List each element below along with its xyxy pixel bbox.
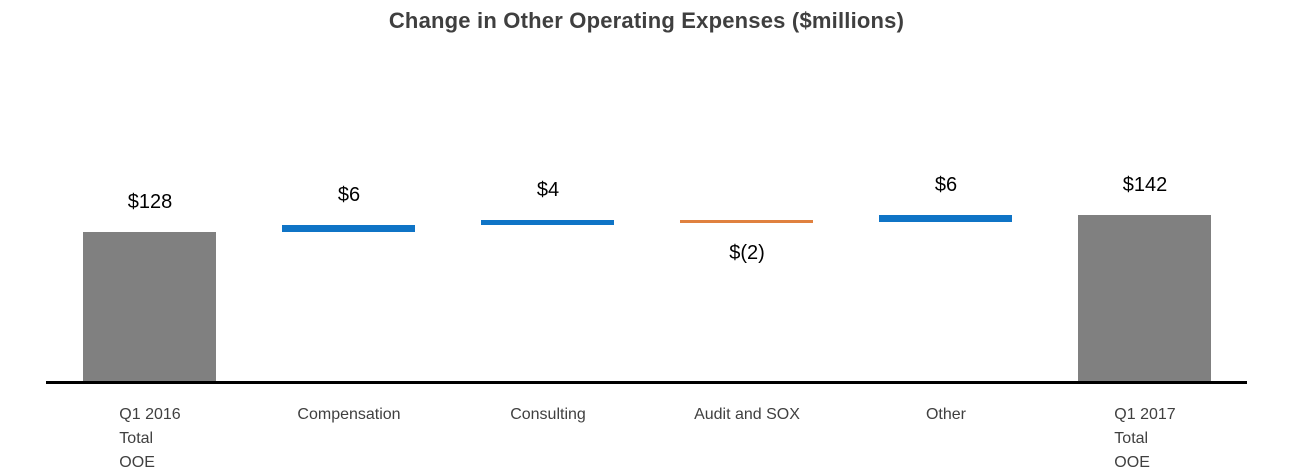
- chart-title: Change in Other Operating Expenses ($mil…: [388, 8, 905, 33]
- value-label-consulting: $4: [536, 179, 560, 201]
- category-label-q1-2016-total-ooe: Q1 2016 Total OOE: [50, 403, 250, 474]
- category-label-line: Compensation: [297, 406, 401, 423]
- category-label-other: Other: [846, 403, 1046, 427]
- value-label-compensation: $6: [337, 184, 361, 206]
- category-label-line: Q1 2016: [119, 406, 181, 423]
- bar-q1-2017-total-ooe: [1078, 215, 1211, 383]
- category-label-line: Other: [925, 406, 966, 423]
- bar-q1-2016-total-ooe: [83, 232, 216, 383]
- x-axis-line: [46, 381, 1247, 384]
- category-label-line: Audit and SOX: [694, 406, 800, 423]
- category-label-audit-and-sox: Audit and SOX: [647, 403, 847, 427]
- bar-compensation: [282, 225, 415, 232]
- category-label-line: OOE: [1114, 454, 1150, 471]
- value-label-audit-and-sox: $(2): [729, 242, 765, 264]
- category-label-line: Consulting: [510, 406, 586, 423]
- bar-other: [879, 215, 1012, 222]
- value-label-q1-2017-total-ooe: $142: [1122, 174, 1168, 196]
- category-label-consulting: Consulting: [448, 403, 648, 427]
- value-label-other: $6: [934, 174, 958, 196]
- bar-consulting: [481, 220, 614, 225]
- category-label-q1-2017-total-ooe: Q1 2017 Total OOE: [1045, 403, 1245, 474]
- category-label-line: Total: [119, 430, 154, 447]
- value-label-q1-2016-total-ooe: $128: [127, 191, 173, 213]
- category-label-compensation: Compensation: [249, 403, 449, 427]
- bar-audit-and-sox: [680, 220, 813, 223]
- category-label-line: Q1 2017: [1114, 406, 1176, 423]
- category-label-line: Total: [1114, 430, 1149, 447]
- category-label-line: OOE: [119, 454, 155, 471]
